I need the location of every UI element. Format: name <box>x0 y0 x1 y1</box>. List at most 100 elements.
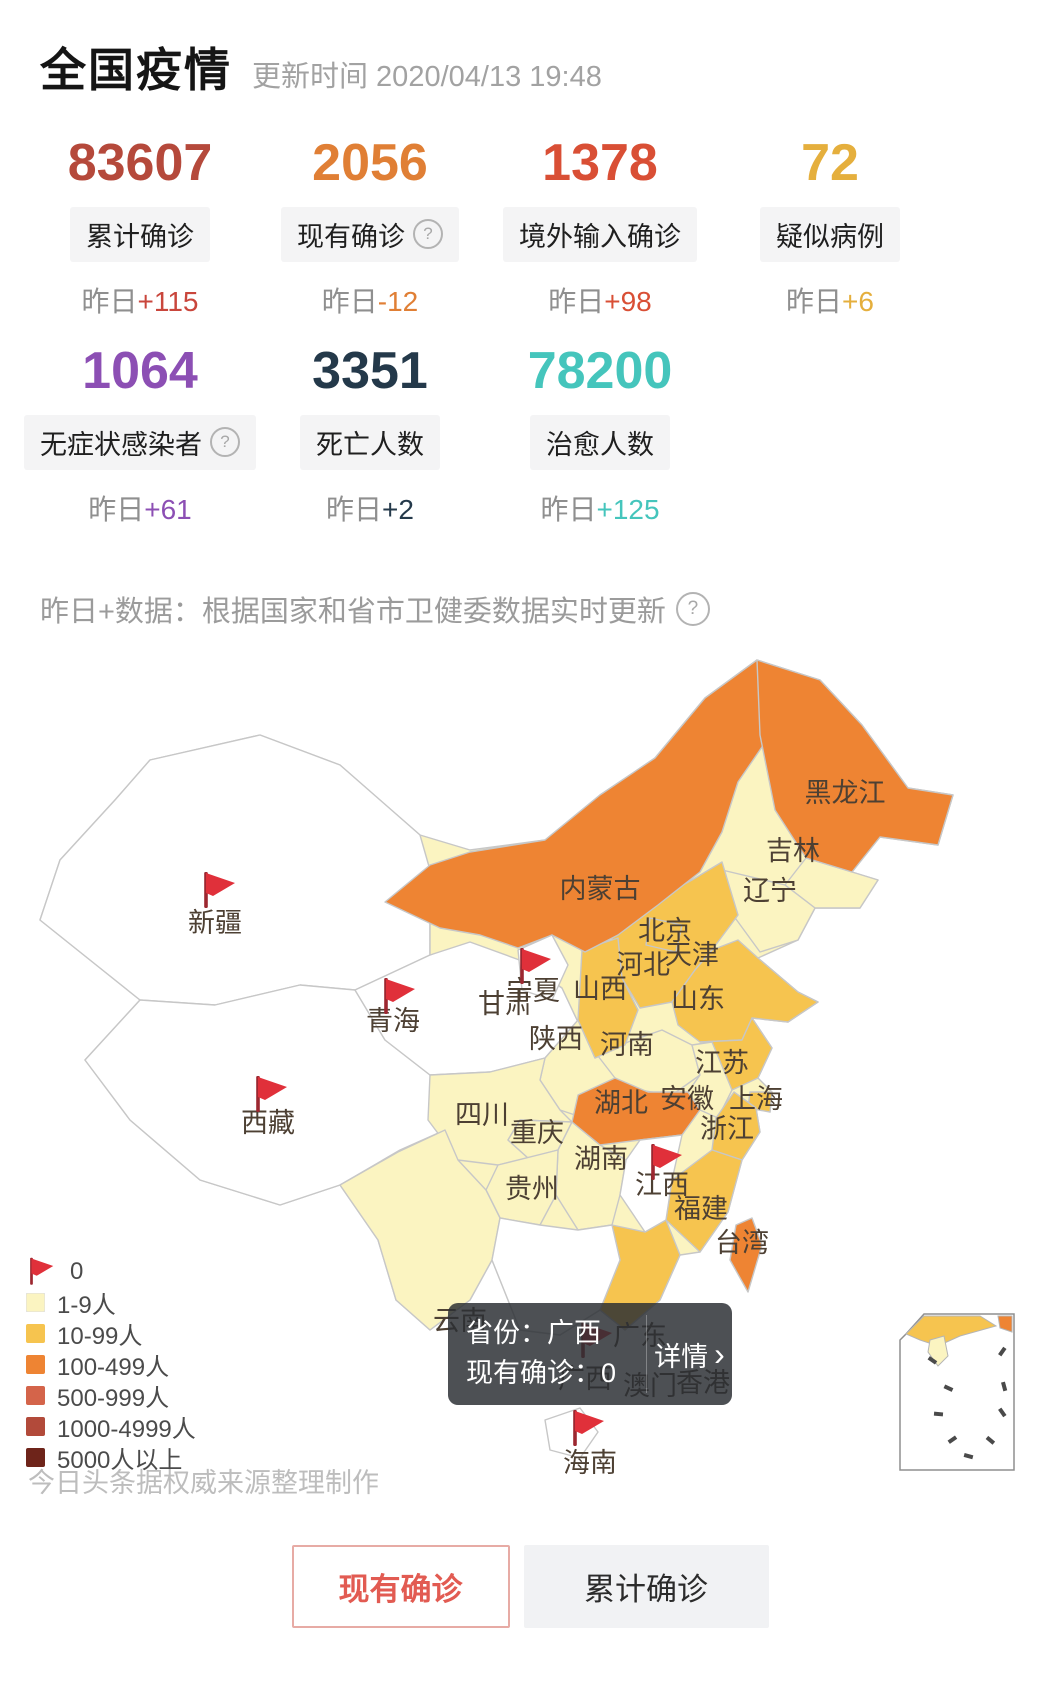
legend-row: 1000-4999人 <box>26 1411 196 1443</box>
cumulative-confirmed-button[interactable]: 累计确诊 <box>523 1545 769 1628</box>
label-hubei: 湖北 <box>594 1088 648 1118</box>
stat-change: 昨日-12 <box>322 280 418 320</box>
province-shanxi[interactable] <box>577 937 639 1059</box>
stat-label-chip: 境外输入确诊 <box>503 206 697 262</box>
stat-change: 昨日+61 <box>88 488 192 528</box>
legend-row: 500-999人 <box>26 1380 196 1412</box>
stat-label-chip: 死亡人数 <box>300 414 440 470</box>
stat-value: 1064 <box>82 342 198 400</box>
yesterday-label: 昨日 <box>326 493 383 525</box>
detail-button[interactable]: 详情 › <box>647 1303 732 1405</box>
yesterday-label: 昨日 <box>81 285 138 317</box>
update-time: 更新时间 2020/04/13 19:48 <box>252 61 602 93</box>
yesterday-label: 昨日 <box>88 493 145 525</box>
stat-label-chip: 无症状感染者? <box>24 414 256 470</box>
tooltip-province-value: 广西 <box>547 1318 601 1348</box>
help-icon[interactable]: ? <box>675 592 710 626</box>
china-map: 新疆 西藏 青海 甘肃 宁夏 内蒙古 黑龙江 吉林 辽宁 北京 天津 河北 山西… <box>28 659 1015 1498</box>
label-henan: 河南 <box>600 1030 654 1060</box>
label-guizhou: 贵州 <box>505 1174 559 1204</box>
legend-row-flag: 0 <box>26 1256 196 1287</box>
stat-change: 昨日+6 <box>786 280 874 320</box>
help-icon[interactable]: ? <box>210 427 240 458</box>
stat-label: 现有确诊 <box>297 221 405 252</box>
label-jiangsu: 江苏 <box>695 1048 749 1078</box>
yesterday-label: 昨日 <box>548 285 605 317</box>
note-text: 昨日+数据：根据国家和省市卫健委数据实时更新 <box>40 596 666 628</box>
stat-cumulative-confirmed: 83607 累计确诊 昨日+115 <box>25 136 255 320</box>
stat-suspected: 72 疑似病例 昨日+6 <box>715 136 945 320</box>
chevron-right-icon: › <box>714 1336 725 1372</box>
label-shaanxi: 陕西 <box>529 1024 583 1054</box>
label-beijing: 北京 <box>638 916 692 946</box>
tooltip-count: 现有确诊：0 <box>466 1353 646 1393</box>
change-value: +6 <box>842 285 874 317</box>
map-tooltip: 省份：广西 现有确诊：0 详情 › <box>448 1303 732 1405</box>
legend-label: 100-499人 <box>57 1354 170 1381</box>
stat-change: 昨日+125 <box>540 488 659 528</box>
stat-value: 1378 <box>542 134 658 192</box>
legend-label: 1-9人 <box>57 1292 116 1319</box>
province-heilongjiang[interactable] <box>756 659 954 873</box>
detail-label: 详情 <box>654 1341 709 1372</box>
stat-value: 78200 <box>527 342 673 400</box>
tooltip-divider <box>646 1315 647 1393</box>
province-neimenggu[interactable] <box>384 659 793 953</box>
change-value: -12 <box>377 285 419 317</box>
stat-label: 无症状感染者 <box>40 429 202 460</box>
label-fujian: 福建 <box>674 1194 728 1224</box>
label-ningxia: 宁夏 <box>506 976 560 1006</box>
stat-label: 治愈人数 <box>546 429 654 460</box>
province-taiwan[interactable] <box>729 1217 763 1293</box>
page-header: 全国疫情 更新时间 2020/04/13 19:48 <box>40 34 602 100</box>
change-value: +61 <box>144 493 192 525</box>
stat-change: 昨日+115 <box>81 280 198 320</box>
change-value: +115 <box>137 285 199 317</box>
stat-change: 昨日+2 <box>326 488 414 528</box>
province-yunnan[interactable] <box>339 1129 501 1331</box>
label-hainan: 海南 <box>563 1448 617 1478</box>
stat-label: 死亡人数 <box>316 429 424 460</box>
label-gansu: 甘肃 <box>478 989 532 1019</box>
flag-icon <box>30 1257 54 1285</box>
stat-value: 83607 <box>67 134 213 192</box>
stat-change: 昨日+98 <box>548 280 652 320</box>
label-chongqing: 重庆 <box>510 1118 564 1148</box>
province-beijing[interactable] <box>645 917 683 953</box>
label-shanxi: 山西 <box>573 974 627 1004</box>
label-xizang: 西藏 <box>241 1108 295 1138</box>
page-title: 全国疫情 <box>40 44 232 96</box>
legend-swatch <box>26 1386 45 1405</box>
change-value: +125 <box>596 493 660 525</box>
legend-swatch <box>26 1417 45 1436</box>
tooltip-info: 省份：广西 现有确诊：0 <box>448 1303 646 1405</box>
legend-swatch <box>26 1448 45 1467</box>
current-confirmed-button[interactable]: 现有确诊 <box>291 1545 510 1628</box>
label-qinghai: 青海 <box>366 1006 420 1036</box>
province-jiangsu[interactable] <box>699 1017 773 1091</box>
label-anhui: 安徽 <box>660 1084 714 1114</box>
label-neimenggu: 内蒙古 <box>560 874 641 904</box>
help-icon[interactable]: ? <box>413 219 443 250</box>
label-hebei: 河北 <box>616 950 670 980</box>
label-shandong: 山东 <box>671 984 725 1014</box>
label-jiangxi: 江西 <box>635 1170 689 1200</box>
tooltip-count-value: 0 <box>601 1358 617 1388</box>
stat-deaths: 3351 死亡人数 昨日+2 <box>255 344 485 528</box>
stat-label-chip: 治愈人数 <box>530 414 670 470</box>
map-legend: 0 1-9人 10-99人 100-499人 500-999人 1000-499… <box>26 1256 196 1474</box>
legend-row: 100-499人 <box>26 1349 196 1381</box>
nine-dash-line <box>927 1346 1008 1460</box>
province-xinjiang[interactable] <box>39 734 431 1006</box>
label-jilin: 吉林 <box>766 836 820 866</box>
province-hubei[interactable] <box>571 1077 701 1146</box>
label-taiwan: 台湾 <box>715 1228 769 1258</box>
stat-label: 累计确诊 <box>86 221 194 252</box>
map-attribution: 今日头条据权威来源整理制作 <box>28 1468 379 1498</box>
map-mode-toggle: 现有确诊 累计确诊 <box>0 1545 1060 1628</box>
label-tianjin: 天津 <box>665 940 719 970</box>
legend-label: 1000-4999人 <box>57 1416 196 1443</box>
label-heilongjiang: 黑龙江 <box>805 778 886 808</box>
legend-label: 500-999人 <box>57 1385 170 1412</box>
stat-current-confirmed: 2056 现有确诊? 昨日-12 <box>255 136 485 320</box>
